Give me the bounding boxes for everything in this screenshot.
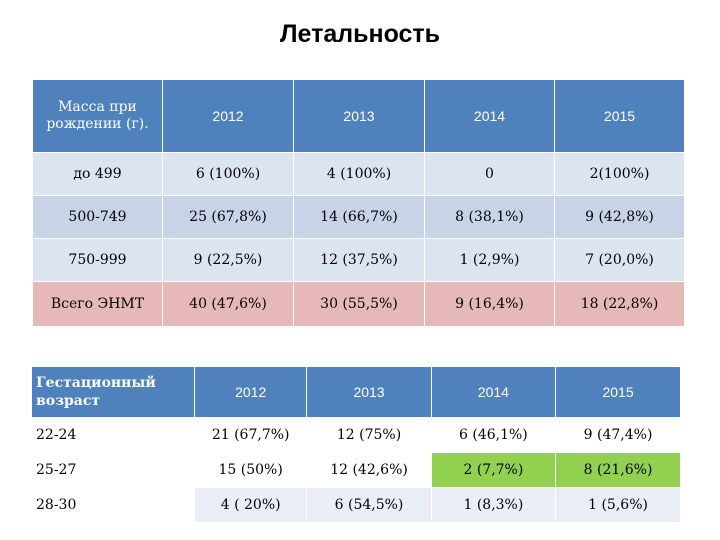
row-label: Всего ЭНМТ: [32, 281, 163, 327]
table-row: до 499 6 (100%) 4 (100%) 0 2(100%): [32, 152, 685, 196]
header-cell-2012: 2012: [193, 367, 307, 418]
table-cell: 21 (67,7%): [193, 417, 307, 453]
table-cell: 1 (5,6%): [555, 487, 680, 522]
table-cell: 0: [424, 152, 555, 196]
table-cell: 30 (55,5%): [293, 281, 425, 327]
table-cell-highlight: 8 (21,6%): [555, 452, 680, 488]
table-header-row: Гестационный возраст 2012 2013 2014 2015: [32, 367, 680, 418]
table-cell: 7 (20,0%): [554, 238, 685, 282]
table-cell: 1 (8,3%): [430, 487, 556, 522]
header-cell-mass: Масса при рождении (г).: [32, 79, 163, 153]
row-label: до 499: [32, 152, 163, 196]
table-cell: 9 (22,5%): [162, 238, 294, 282]
table-cell: 9 (16,4%): [424, 281, 555, 327]
table-cell-highlight: 9 (47,4%): [555, 417, 680, 453]
table-cell-highlight: 2 (7,7%): [430, 452, 556, 488]
table-cell: 9 (42,8%): [554, 195, 685, 239]
row-label: 500-749: [32, 195, 163, 239]
header-cell-2015: 2015: [555, 367, 680, 418]
table-row: 28-30 4 ( 20%) 6 (54,5%) 1 (8,3%) 1 (5,6…: [32, 487, 680, 522]
row-label: 25-27: [32, 452, 195, 488]
table-cell-highlight: 6 (46,1%): [430, 417, 556, 453]
table-cell: 2(100%): [554, 152, 685, 196]
table-cell: 4 ( 20%): [193, 487, 307, 522]
table-row: 750-999 9 (22,5%) 12 (37,5%) 1 (2,9%) 7 …: [32, 238, 685, 282]
table-cell: 1 (2,9%): [424, 238, 555, 282]
header-cell-2014: 2014: [430, 367, 556, 418]
table-cell: 15 (50%): [193, 452, 307, 488]
table-cell: 12 (75%): [306, 417, 432, 453]
mass-mortality-table: Масса при рождении (г). 2012 2013 2014 2…: [32, 79, 685, 327]
table-cell: 6 (100%): [162, 152, 294, 196]
table-cell: 25 (67,8%): [162, 195, 294, 239]
header-cell-2012: 2012: [162, 79, 294, 153]
table-row: 22-24 21 (67,7%) 12 (75%) 6 (46,1%) 9 (4…: [32, 417, 680, 453]
table-cell: 8 (38,1%): [424, 195, 555, 239]
table-cell: 14 (66,7%): [293, 195, 425, 239]
header-cell-2014: 2014: [424, 79, 555, 153]
row-label: 750-999: [32, 238, 163, 282]
row-label: 22-24: [32, 417, 195, 453]
header-cell-gestational-age: Гестационный возраст: [32, 367, 195, 418]
header-cell-2013: 2013: [293, 79, 425, 153]
header-cell-2015: 2015: [554, 79, 685, 153]
table-cell: 18 (22,8%): [554, 281, 685, 327]
page-title: Летальность: [279, 20, 441, 48]
table-cell: 6 (54,5%): [306, 487, 432, 522]
table-cell: 12 (37,5%): [293, 238, 425, 282]
table-row: 25-27 15 (50%) 12 (42,6%) 2 (7,7%) 8 (21…: [32, 452, 680, 488]
header-cell-2013: 2013: [306, 367, 432, 418]
table-cell: 4 (100%): [293, 152, 425, 196]
table-row-total: Всего ЭНМТ 40 (47,6%) 30 (55,5%) 9 (16,4…: [32, 281, 685, 327]
table-row: 500-749 25 (67,8%) 14 (66,7%) 8 (38,1%) …: [32, 195, 685, 239]
table-cell: 40 (47,6%): [162, 281, 294, 327]
row-label: 28-30: [32, 487, 195, 522]
table-header-row: Масса при рождении (г). 2012 2013 2014 2…: [32, 79, 685, 153]
table-cell: 12 (42,6%): [306, 452, 432, 488]
gestational-age-table: Гестационный возраст 2012 2013 2014 2015…: [32, 367, 680, 522]
